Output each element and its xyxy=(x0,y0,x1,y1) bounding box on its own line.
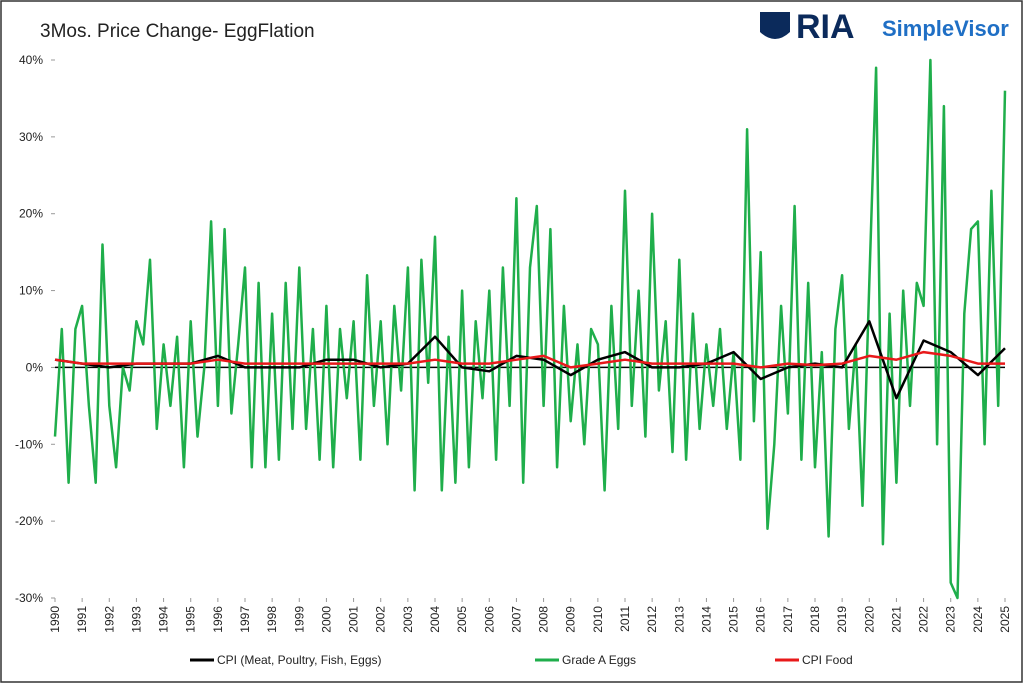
x-tick-label: 2001 xyxy=(347,606,361,633)
legend-label: CPI Food xyxy=(802,653,853,667)
y-tick-label: -10% xyxy=(15,437,43,451)
x-tick-label: 1992 xyxy=(102,606,116,633)
x-tick-label: 2004 xyxy=(428,606,442,633)
x-tick-label: 1995 xyxy=(184,606,198,633)
y-tick-label: 30% xyxy=(19,130,43,144)
y-tick-label: 40% xyxy=(19,53,43,67)
brand-simplevisor: SimpleVisor xyxy=(882,16,1009,41)
brand-ria: RIA xyxy=(796,8,855,46)
x-tick-label: 2024 xyxy=(971,606,985,633)
x-tick-label: 2008 xyxy=(537,606,551,633)
x-tick-label: 2000 xyxy=(319,606,333,633)
x-tick-label: 2011 xyxy=(618,606,632,632)
logo-icon xyxy=(760,12,790,39)
y-tick-label: -30% xyxy=(15,591,43,605)
x-tick-label: 2006 xyxy=(482,606,496,633)
x-tick-label: 1996 xyxy=(211,606,225,633)
x-tick-label: 2020 xyxy=(862,606,876,633)
series-line xyxy=(54,350,1005,369)
x-tick-label: 2002 xyxy=(374,606,388,633)
x-tick-label: 1991 xyxy=(75,606,89,633)
x-tick-label: 1994 xyxy=(157,606,171,633)
series-line xyxy=(53,58,1007,600)
y-tick-label: -20% xyxy=(15,514,43,528)
legend-label: Grade A Eggs xyxy=(562,653,636,667)
y-tick-label: 0% xyxy=(26,360,44,374)
x-tick-label: 2015 xyxy=(727,606,741,633)
x-tick-label: 2023 xyxy=(944,606,958,633)
x-tick-label: 2016 xyxy=(754,606,768,633)
x-tick-label: 2014 xyxy=(699,606,713,633)
y-tick-label: 10% xyxy=(19,284,43,298)
x-tick-label: 2017 xyxy=(781,606,795,633)
x-tick-label: 1999 xyxy=(292,606,306,633)
x-tick-label: 2021 xyxy=(889,606,903,633)
x-tick-label: 2025 xyxy=(998,606,1012,633)
x-tick-label: 2013 xyxy=(672,606,686,633)
x-tick-label: 2005 xyxy=(455,606,469,633)
x-tick-label: 2022 xyxy=(917,606,931,633)
x-tick-label: 1993 xyxy=(129,606,143,633)
x-tick-label: 2019 xyxy=(835,606,849,633)
legend-label: CPI (Meat, Poultry, Fish, Eggs) xyxy=(217,653,382,667)
x-tick-label: 2003 xyxy=(401,606,415,633)
x-tick-label: 2009 xyxy=(564,606,578,633)
chart-title: 3Mos. Price Change- EggFlation xyxy=(40,21,315,42)
x-tick-label: 2007 xyxy=(509,606,523,633)
x-tick-label: 1990 xyxy=(48,606,62,633)
x-tick-label: 2018 xyxy=(808,606,822,633)
x-tick-label: 2012 xyxy=(645,606,659,633)
y-tick-label: 20% xyxy=(19,207,43,221)
x-tick-label: 2010 xyxy=(591,606,605,633)
x-tick-label: 1997 xyxy=(238,606,252,633)
x-tick-label: 1998 xyxy=(265,606,279,633)
